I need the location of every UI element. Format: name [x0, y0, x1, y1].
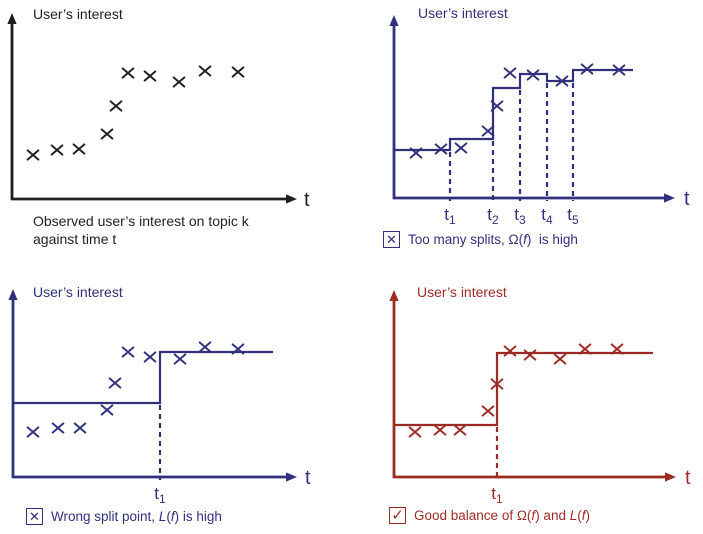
data-point-x-marker: [503, 345, 517, 357]
caption-wrong-split-point: ✕ Wrong split point, L(f) is high: [26, 508, 222, 526]
step-function-line: [394, 351, 653, 427]
data-point-x-marker: [453, 424, 467, 436]
caption-good-balance: ✓ Good balance of Ω(f) and L(f): [389, 507, 590, 525]
panel-good-balance: User’s interest t t1 ✓ Good balance of Ω(f)…: [352, 267, 703, 534]
y-axis-arrow-icon: [8, 289, 18, 300]
x-axis-arrow-icon: [286, 194, 297, 204]
data-point-x-marker: [503, 67, 517, 79]
y-axis-label: User’s interest: [33, 6, 123, 22]
data-point-x-marker: [143, 351, 157, 363]
data-point-x-marker: [408, 426, 422, 438]
data-point-x-marker: [612, 64, 626, 76]
y-axis-label: User’s interest: [418, 5, 508, 21]
data-point-x-marker: [553, 353, 567, 365]
caption-text: Too many splits, Ω(f) is high: [408, 232, 578, 247]
data-point-x-marker: [526, 69, 540, 81]
split-tick-label: t1: [491, 484, 503, 506]
data-point-x-marker: [490, 100, 504, 112]
data-point-x-marker: [454, 142, 468, 154]
data-point-x-marker: [490, 378, 504, 390]
data-point-x-marker: [610, 343, 624, 355]
caption-text: Observed user’s interest on topic k again…: [33, 213, 249, 248]
split-tick-label: t1: [154, 484, 166, 506]
y-axis-arrow-icon: [389, 15, 399, 26]
panel-observed-data: User’s interest t Observed user’s interes…: [0, 0, 352, 267]
caption-observed: Observed user’s interest on topic k again…: [33, 212, 313, 249]
observed-scatter-plot: User’s interest t: [7, 6, 310, 211]
wrong-split-point-plot: User’s interest t t1: [8, 284, 311, 506]
data-point-x-marker: [578, 343, 592, 355]
data-point-x-marker: [121, 67, 135, 79]
data-point-x-marker: [434, 143, 448, 155]
data-point-x-marker: [580, 63, 594, 75]
step-function-line: [13, 350, 273, 405]
x-axis-label: t: [684, 188, 690, 210]
data-point-x-marker: [231, 66, 245, 78]
x-axis-arrow-icon: [664, 193, 675, 203]
y-axis-arrow-icon: [7, 13, 17, 24]
data-point-x-marker: [143, 70, 157, 82]
data-point-x-marker: [409, 147, 423, 159]
x-axis-label: t: [304, 189, 310, 211]
data-point-x-marker: [555, 75, 569, 87]
data-point-x-marker: [108, 377, 122, 389]
x-axis-label: t: [305, 467, 311, 489]
data-point-x-marker: [198, 65, 212, 77]
x-box-icon: ✕: [383, 231, 400, 249]
data-point-x-marker: [109, 100, 123, 112]
caption-text: Good balance of Ω(f) and L(f): [414, 508, 590, 523]
y-axis-label: User’s interest: [33, 284, 123, 300]
split-tick-label: t2: [487, 205, 499, 227]
panel-too-many-splits: User’s interest t t1 t2 t3 t4 t5 ✕ Too many spl…: [352, 0, 703, 267]
x-axis-label: t: [685, 467, 691, 489]
split-tick-label: t1: [444, 205, 456, 227]
panel-wrong-split-point: User’s interest t t1 ✕ Wrong split point, L…: [0, 267, 352, 534]
split-tick-label: t5: [567, 205, 579, 227]
data-point-x-marker: [100, 404, 114, 416]
good-balance-plot: User’s interest t t1: [389, 284, 691, 506]
data-point-x-marker: [173, 353, 187, 365]
data-point-x-marker: [26, 426, 40, 438]
data-point-x-marker: [172, 76, 186, 88]
y-axis-arrow-icon: [389, 290, 399, 301]
data-point-x-marker: [231, 343, 245, 355]
data-point-x-marker: [121, 346, 135, 358]
split-tick-label: t4: [541, 205, 553, 227]
check-box-icon: ✓: [389, 507, 406, 525]
data-point-x-marker: [433, 424, 447, 436]
data-point-x-marker: [26, 149, 40, 161]
data-point-x-marker: [100, 128, 114, 140]
data-point-x-marker: [50, 144, 64, 156]
split-tick-label: t3: [514, 205, 526, 227]
caption-text: Wrong split point, L(f) is high: [51, 509, 222, 524]
data-point-x-marker: [73, 422, 87, 434]
x-box-icon: ✕: [26, 508, 43, 526]
data-point-x-marker: [523, 349, 537, 361]
caption-too-many-splits: ✕ Too many splits, Ω(f) is high: [383, 231, 578, 249]
x-axis-arrow-icon: [286, 472, 297, 482]
data-point-x-marker: [198, 341, 212, 353]
y-axis-label: User’s interest: [417, 284, 507, 300]
step-function-line: [394, 68, 633, 152]
too-many-splits-plot: User’s interest t t1 t2 t3 t4 t5: [389, 5, 690, 227]
data-point-x-marker: [72, 143, 86, 155]
data-point-x-marker: [481, 405, 495, 417]
data-point-x-marker: [51, 422, 65, 434]
data-point-x-marker: [481, 125, 495, 137]
x-axis-arrow-icon: [665, 472, 676, 482]
